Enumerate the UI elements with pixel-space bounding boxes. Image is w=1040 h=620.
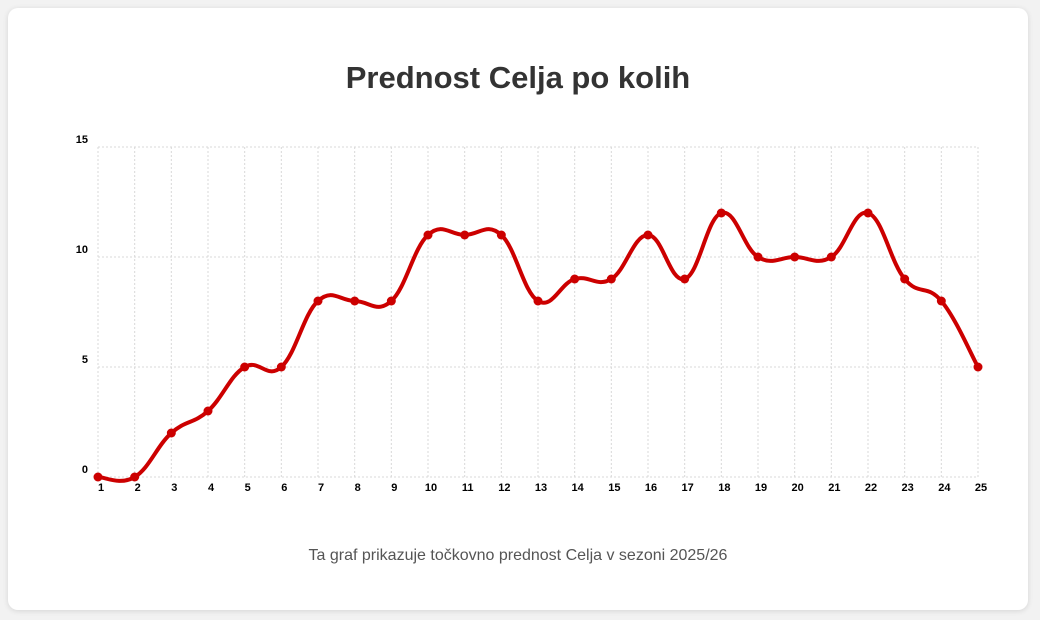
chart-caption: Ta graf prikazuje točkovno prednost Celj… xyxy=(308,547,728,564)
data-point xyxy=(790,252,800,262)
data-point xyxy=(716,208,726,218)
x-tick-label: 2 xyxy=(135,482,141,494)
x-tick-label: 10 xyxy=(425,482,437,494)
data-point xyxy=(936,296,946,306)
data-point xyxy=(826,252,836,262)
x-tick-label: 12 xyxy=(498,482,510,494)
y-tick-label: 5 xyxy=(82,354,88,366)
x-tick-label: 3 xyxy=(171,482,177,494)
data-point xyxy=(203,406,213,416)
x-tick-label: 22 xyxy=(865,482,877,494)
x-tick-label: 19 xyxy=(755,482,767,494)
data-point xyxy=(533,296,543,306)
data-point xyxy=(570,274,580,284)
data-point xyxy=(496,230,506,240)
series-line xyxy=(96,210,980,483)
x-axis-ticks: 1 2 3 4 5 6 7 8 9 10 11 12 13 14 15 16 17 18 19 20 21 22 23 24 2… xyxy=(98,482,987,494)
data-point xyxy=(753,252,763,262)
x-tick-label: 16 xyxy=(645,482,657,494)
data-point xyxy=(460,230,470,240)
data-point xyxy=(240,362,250,372)
x-tick-label: 7 xyxy=(318,482,324,494)
x-tick-label: 18 xyxy=(718,482,730,494)
x-tick-label: 15 xyxy=(608,482,620,494)
data-point xyxy=(863,208,873,218)
y-axis-ticks: 0 5 10 15 xyxy=(76,134,88,476)
data-point xyxy=(680,274,690,284)
data-point xyxy=(276,362,286,372)
x-tick-label: 14 xyxy=(572,482,585,494)
data-point xyxy=(973,362,983,372)
x-tick-label: 20 xyxy=(792,482,804,494)
data-point xyxy=(130,472,140,482)
x-tick-label: 21 xyxy=(828,482,840,494)
x-tick-label: 17 xyxy=(682,482,694,494)
data-point xyxy=(643,230,653,240)
x-tick-label: 8 xyxy=(355,482,361,494)
data-point xyxy=(900,274,910,284)
y-tick-label: 0 xyxy=(82,464,88,476)
data-points xyxy=(93,208,983,482)
x-tick-label: 23 xyxy=(902,482,914,494)
x-tick-label: 4 xyxy=(208,482,215,494)
x-tick-label: 24 xyxy=(938,482,951,494)
grid-lines xyxy=(97,146,979,478)
data-point xyxy=(350,296,360,306)
data-point xyxy=(423,230,433,240)
x-tick-label: 11 xyxy=(462,482,474,494)
series-line-layer xyxy=(96,210,980,483)
data-point xyxy=(166,428,176,438)
chart-title: Prednost Celja po kolih xyxy=(345,60,691,95)
x-tick-label: 9 xyxy=(391,482,397,494)
x-tick-label: 25 xyxy=(975,482,987,494)
data-point xyxy=(606,274,616,284)
x-tick-label: 6 xyxy=(281,482,287,494)
y-tick-label: 10 xyxy=(76,244,88,256)
y-tick-label: 15 xyxy=(76,134,88,146)
x-tick-label: 13 xyxy=(535,482,547,494)
data-point xyxy=(93,472,103,482)
x-tick-label: 1 xyxy=(98,482,104,494)
data-point xyxy=(313,296,323,306)
data-point xyxy=(386,296,396,306)
x-tick-label: 5 xyxy=(245,482,251,494)
